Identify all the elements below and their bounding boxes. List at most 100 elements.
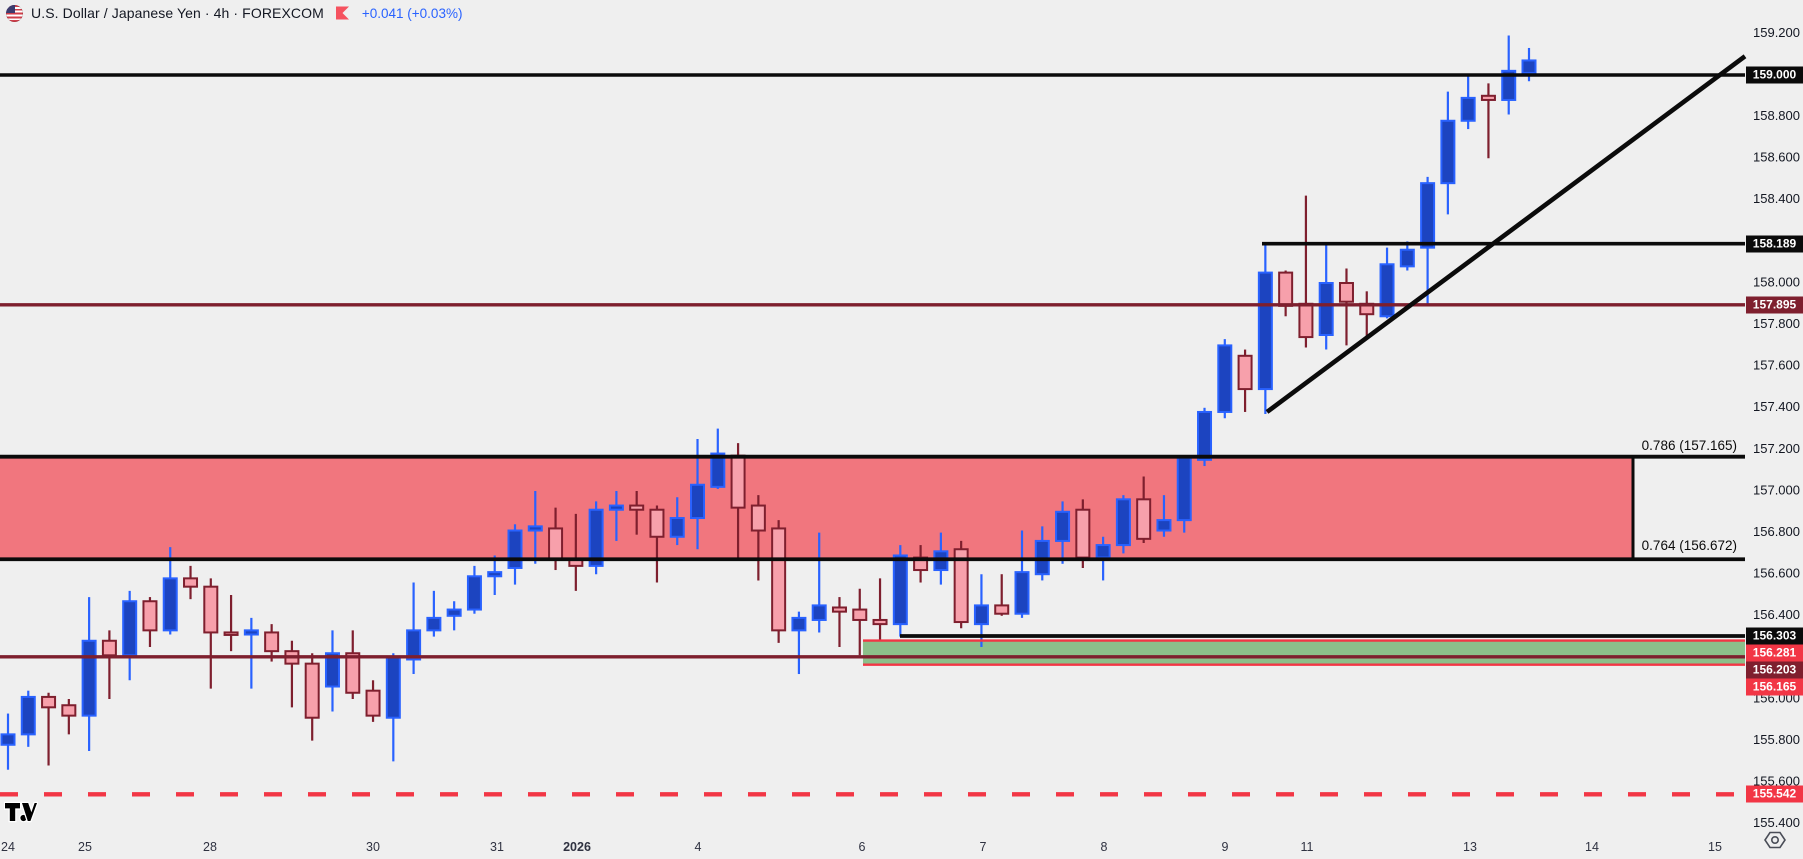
candle-up	[1176, 455, 1192, 533]
candle-body	[20, 695, 36, 736]
candle-up	[406, 582, 422, 675]
price-badge-bg	[1746, 627, 1803, 645]
tradingview-logo[interactable]	[4, 801, 38, 823]
price-tick-label: 156.400	[1753, 607, 1800, 622]
candle-up	[426, 590, 442, 637]
price-badge-label: 156.303	[1753, 629, 1797, 643]
ascending-trendline[interactable]	[1265, 54, 1747, 414]
candle-up	[1014, 530, 1030, 618]
price-tick-label: 157.000	[1753, 482, 1800, 497]
symbol-title[interactable]: U.S. Dollar / Japanese Yen · 4h · FOREXC…	[31, 5, 324, 21]
candle-down	[142, 597, 158, 647]
candle-body	[953, 548, 969, 624]
price-tick-label: 158.600	[1753, 150, 1800, 165]
candle-down	[1237, 349, 1253, 412]
candle-body	[1399, 248, 1415, 268]
candle-up	[1379, 247, 1395, 319]
time-axis[interactable]: 24 25 28 30 31 2026 4 6 7 8 9 11 13 14 15	[1, 840, 1722, 854]
time-tick-label: 6	[859, 840, 866, 854]
price-badge: 156.165	[1746, 678, 1803, 696]
price-tick-label: 157.400	[1753, 399, 1800, 414]
price-badge: 156.281	[1746, 644, 1803, 662]
candle-body	[183, 577, 199, 588]
candle-up	[1440, 91, 1456, 215]
candle-body	[1420, 182, 1436, 249]
candle-down	[872, 578, 888, 641]
candle-up	[527, 491, 543, 564]
candle-up	[1217, 339, 1233, 419]
price-tick-label: 159.200	[1753, 25, 1800, 40]
hexagon-settings-icon[interactable]	[1764, 829, 1786, 851]
price-badge-bg	[1746, 296, 1803, 314]
candle-up	[81, 597, 97, 751]
candle-down	[771, 520, 787, 643]
candle-up	[122, 590, 138, 681]
candle-up	[385, 653, 401, 762]
candle-down	[183, 565, 199, 600]
candle-down	[101, 630, 117, 699]
candle-body	[791, 616, 807, 632]
candle-down	[304, 653, 320, 741]
candle-body	[324, 652, 340, 688]
price-tick-label: 157.600	[1753, 358, 1800, 373]
price-badge: 157.895	[1746, 296, 1803, 314]
candle-down	[649, 505, 665, 583]
candle-up	[588, 501, 604, 575]
price-badge: 156.303	[1746, 627, 1803, 645]
price-axis[interactable]: 159.200 158.800 158.600 158.400 158.000 157.8…	[1753, 25, 1800, 830]
candle-body	[487, 571, 503, 578]
candle-body	[1521, 59, 1537, 74]
candle-body	[385, 656, 401, 719]
candle-down	[1480, 83, 1496, 159]
price-badge-bg	[1746, 678, 1803, 696]
candle-down	[1338, 268, 1354, 346]
candle-body	[1014, 571, 1030, 615]
candle-body	[771, 527, 787, 632]
candle-body	[1237, 354, 1253, 391]
candle-up	[162, 547, 178, 635]
candle-body	[649, 508, 665, 538]
candle-up	[1115, 495, 1131, 554]
candle-up	[791, 611, 807, 675]
us-flag-icon	[6, 4, 23, 22]
candlestick-series	[0, 35, 1537, 770]
time-tick-label: 14	[1585, 840, 1599, 854]
candle-body	[365, 689, 381, 717]
candle-up	[1399, 241, 1415, 271]
candle-down	[345, 630, 361, 699]
candle-down	[1359, 291, 1375, 338]
candle-up	[20, 690, 36, 747]
candle-up	[608, 491, 624, 541]
time-tick-label: 25	[78, 840, 92, 854]
time-tick-label: 8	[1101, 840, 1108, 854]
candle-body	[750, 504, 766, 532]
time-tick-label: 7	[980, 840, 987, 854]
candle-body	[1278, 271, 1294, 307]
candle-body	[162, 577, 178, 632]
fib-level-label: 0.764 (156.672)	[1642, 538, 1737, 553]
candle-body	[1075, 508, 1091, 559]
candle-body	[1379, 263, 1395, 318]
candle-up	[1055, 501, 1071, 564]
price-badge: 159.000	[1746, 66, 1803, 84]
candle-body	[852, 608, 868, 621]
candle-up	[324, 630, 340, 712]
price-badge-label: 156.281	[1753, 646, 1797, 660]
candle-body	[1257, 271, 1273, 391]
support-zone-green[interactable]	[863, 640, 1745, 665]
candle-up	[892, 545, 908, 637]
candle-body	[1440, 119, 1456, 185]
candle-down	[1298, 195, 1314, 348]
fib-level-label: 0.786 (157.165)	[1642, 438, 1737, 453]
candle-body	[710, 452, 726, 488]
candle-body	[892, 554, 908, 626]
price-badge-label: 156.203	[1753, 663, 1797, 677]
fib-zone-red[interactable]	[0, 456, 1633, 560]
candle-body	[588, 508, 604, 567]
symbol-header[interactable]: U.S. Dollar / Japanese Yen · 4h · FOREXC…	[6, 3, 462, 23]
price-tick-label: 157.800	[1753, 316, 1800, 331]
price-badge-label: 158.189	[1753, 237, 1797, 251]
candles-chart-type-icon	[335, 6, 349, 20]
